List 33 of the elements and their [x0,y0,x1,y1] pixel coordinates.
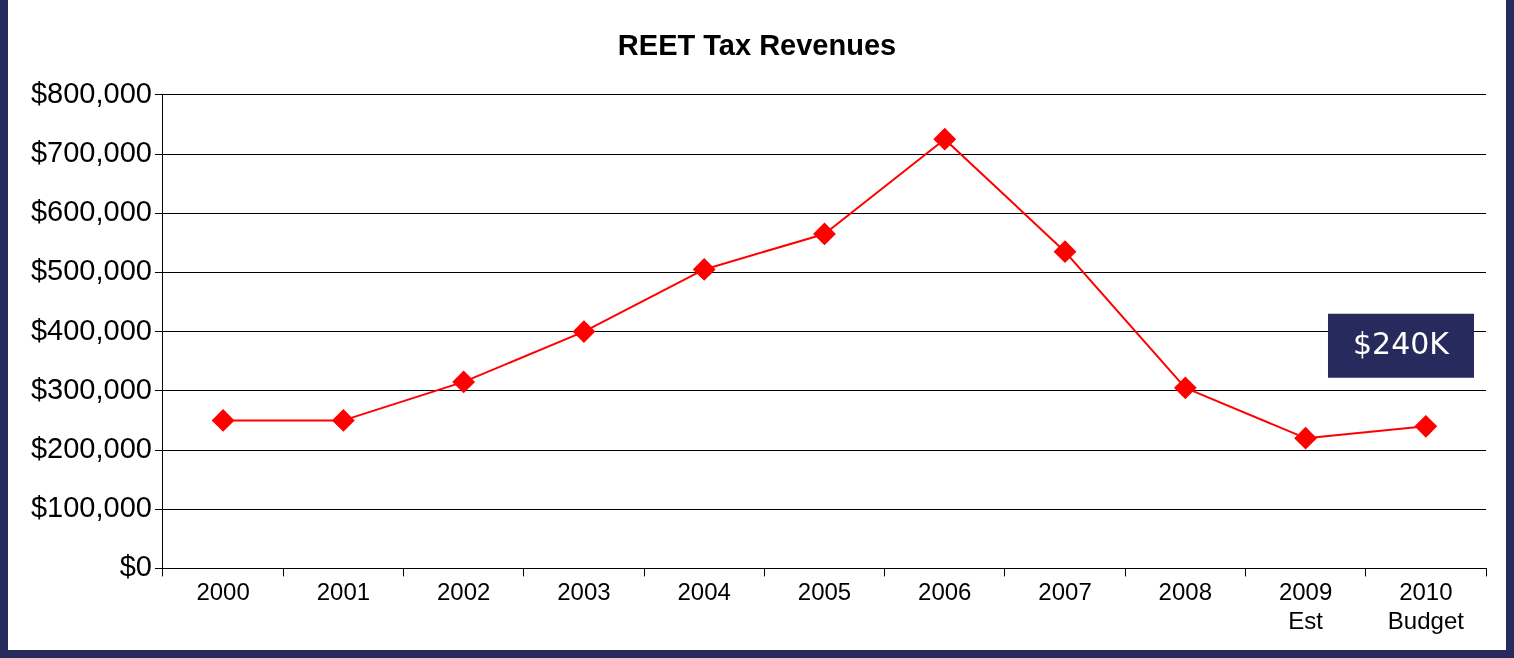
point [452,370,475,393]
x-tick-label: 2001 [316,578,371,606]
y-tick-label: $400,000 [30,313,152,346]
x-tick-label: 2000 [196,578,250,606]
point [1414,415,1437,438]
x-tick-label: 2010 Budget [1387,578,1465,635]
x-tick-label: 2002 [436,578,491,606]
point [1054,240,1077,263]
x-tick-label: 2008 [1158,578,1212,606]
chart-title: REET Tax Revenues [617,29,897,62]
point [813,222,836,245]
annotation: $240K [1352,325,1451,361]
point [693,258,716,281]
point [332,409,355,432]
x-tick-label: 2004 [677,578,731,606]
y-tick-label: $200,000 [30,432,152,464]
point [212,409,235,432]
x-tick-label: 2005 [797,578,852,606]
point [1174,376,1197,399]
x-tick-label: 2007 [1038,578,1092,606]
y-tick-label: $100,000 [30,491,152,524]
y-tick-label: $300,000 [30,372,152,405]
y-tick-label: $700,000 [30,136,152,168]
x-tick-label: 2003 [557,578,611,606]
x-tick-label: 2006 [918,578,972,606]
point [1294,427,1317,450]
x-tick-label: 2009 Est [1278,578,1333,635]
point [572,320,595,343]
y-tick-label: $600,000 [30,195,152,228]
y-tick-label: $800,000 [30,76,152,109]
y-tick-label: $500,000 [30,254,152,287]
point [933,128,956,151]
y-tick-label: $0 [119,550,152,583]
